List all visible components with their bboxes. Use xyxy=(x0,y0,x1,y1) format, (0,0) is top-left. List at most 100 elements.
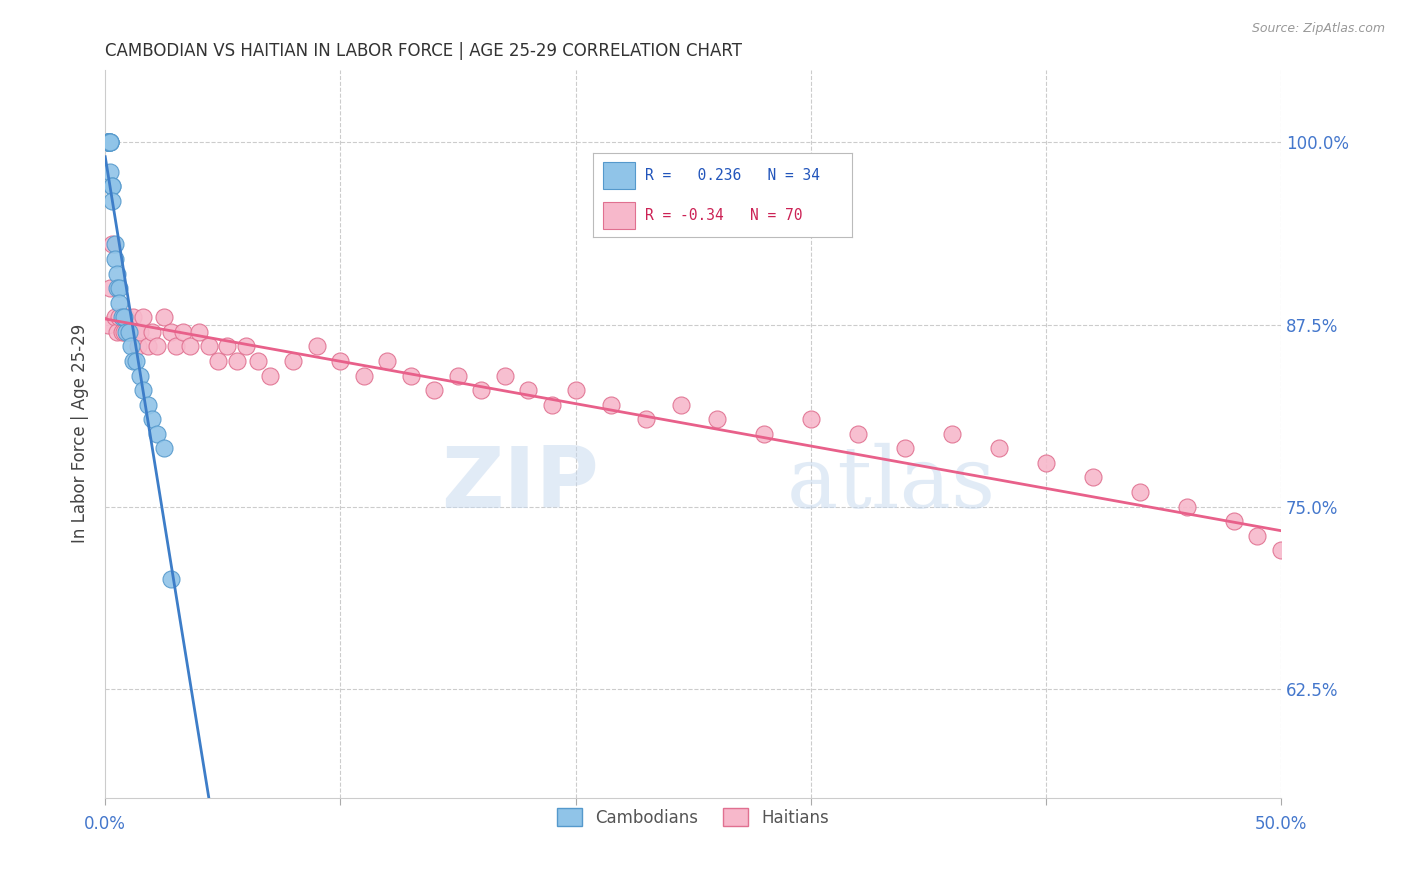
Point xyxy=(141,325,163,339)
Point xyxy=(129,368,152,383)
Point xyxy=(1317,543,1340,558)
Point xyxy=(136,339,159,353)
Point xyxy=(179,339,201,353)
Point xyxy=(105,267,128,281)
Point xyxy=(399,368,422,383)
Point xyxy=(153,442,176,456)
Point xyxy=(447,368,470,383)
Text: atlas: atlas xyxy=(787,443,997,526)
Point xyxy=(470,383,492,397)
Point xyxy=(129,325,152,339)
Point xyxy=(564,383,586,397)
Point xyxy=(1340,558,1362,572)
Point xyxy=(122,310,145,325)
Point xyxy=(132,310,155,325)
Text: 0.0%: 0.0% xyxy=(84,815,127,833)
Point xyxy=(752,426,775,441)
Point xyxy=(1035,456,1057,470)
Point xyxy=(259,368,281,383)
Point xyxy=(1246,529,1268,543)
Point xyxy=(517,383,540,397)
Point xyxy=(800,412,823,426)
Point xyxy=(353,368,375,383)
Point xyxy=(112,325,135,339)
Point xyxy=(105,281,128,295)
Point xyxy=(1175,500,1198,514)
Point xyxy=(97,318,120,332)
Point xyxy=(122,354,145,368)
Point xyxy=(671,398,693,412)
Point xyxy=(97,136,120,150)
Point xyxy=(125,325,148,339)
Point xyxy=(172,325,194,339)
Legend: Cambodians, Haitians: Cambodians, Haitians xyxy=(550,801,837,833)
Point xyxy=(423,383,446,397)
Point xyxy=(377,354,399,368)
Point xyxy=(329,354,352,368)
Point xyxy=(127,339,149,353)
Point xyxy=(101,194,124,208)
Y-axis label: In Labor Force | Age 25-29: In Labor Force | Age 25-29 xyxy=(72,324,89,543)
Point xyxy=(846,426,869,441)
Point xyxy=(706,412,728,426)
Point xyxy=(160,325,183,339)
Point xyxy=(104,237,127,252)
Point xyxy=(101,179,124,194)
Text: ZIP: ZIP xyxy=(441,443,599,526)
Point xyxy=(118,325,141,339)
Point xyxy=(108,310,131,325)
Point xyxy=(98,136,121,150)
Point xyxy=(305,339,328,353)
Point xyxy=(941,426,963,441)
Point xyxy=(160,573,183,587)
Point xyxy=(97,136,120,150)
Point xyxy=(108,281,131,295)
Point xyxy=(247,354,270,368)
Point xyxy=(207,354,229,368)
Point xyxy=(111,325,134,339)
Point xyxy=(1364,573,1386,587)
Text: 50.0%: 50.0% xyxy=(1254,815,1308,833)
Point xyxy=(141,412,163,426)
Point xyxy=(111,310,134,325)
Text: Source: ZipAtlas.com: Source: ZipAtlas.com xyxy=(1251,22,1385,36)
Point xyxy=(105,325,128,339)
Point xyxy=(1270,543,1292,558)
Point xyxy=(146,426,169,441)
Point xyxy=(98,164,121,178)
Point xyxy=(101,237,124,252)
Point xyxy=(104,310,127,325)
Point xyxy=(197,339,219,353)
Point xyxy=(146,339,169,353)
Point xyxy=(893,442,915,456)
Point xyxy=(98,136,121,150)
Point xyxy=(97,136,120,150)
Point xyxy=(97,136,120,150)
Point xyxy=(101,179,124,194)
Point xyxy=(115,310,138,325)
Point xyxy=(1081,470,1104,484)
Point xyxy=(494,368,516,383)
Point xyxy=(225,354,247,368)
Point xyxy=(120,339,142,353)
Point xyxy=(165,339,187,353)
Point xyxy=(634,412,657,426)
Point xyxy=(118,325,141,339)
Point xyxy=(115,325,138,339)
Point xyxy=(112,310,135,325)
Point xyxy=(235,339,257,353)
Point xyxy=(1388,558,1406,572)
Point xyxy=(188,325,211,339)
Point xyxy=(217,339,239,353)
Point xyxy=(132,383,155,397)
Point xyxy=(599,398,621,412)
Point xyxy=(97,136,120,150)
Point xyxy=(283,354,305,368)
Point xyxy=(98,136,121,150)
Point xyxy=(98,281,121,295)
Point xyxy=(153,310,176,325)
Point xyxy=(1294,558,1316,572)
Point xyxy=(98,136,121,150)
Point xyxy=(108,295,131,310)
Text: CAMBODIAN VS HAITIAN IN LABOR FORCE | AGE 25-29 CORRELATION CHART: CAMBODIAN VS HAITIAN IN LABOR FORCE | AG… xyxy=(105,42,742,60)
